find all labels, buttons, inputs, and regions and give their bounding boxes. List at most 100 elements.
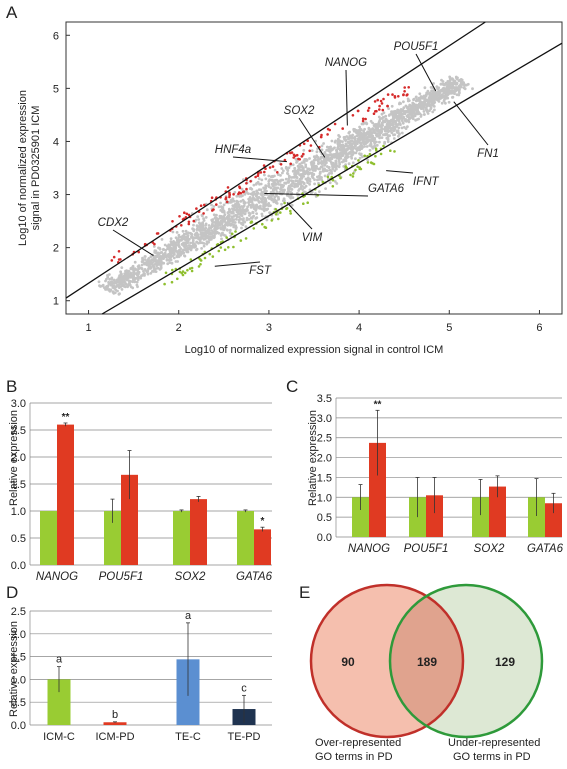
data-point	[392, 137, 396, 140]
bar	[121, 474, 138, 565]
data-point	[256, 174, 260, 177]
data-point	[307, 167, 311, 171]
data-point	[326, 133, 329, 136]
data-point	[218, 221, 222, 225]
data-point	[471, 87, 474, 91]
data-point	[210, 196, 214, 199]
data-point	[183, 211, 186, 214]
data-point	[301, 180, 305, 184]
data-point	[219, 246, 223, 249]
data-point	[446, 96, 450, 100]
data-point	[268, 178, 271, 182]
data-point	[230, 216, 234, 220]
data-point	[110, 259, 114, 262]
data-point	[264, 177, 268, 181]
data-point	[165, 258, 169, 262]
data-point	[260, 198, 264, 202]
data-point	[229, 201, 232, 204]
data-point	[234, 202, 237, 206]
scatter-y-axis-label-line1: Log10 of normalized expression	[17, 90, 29, 246]
panel-label-c: C	[286, 377, 298, 396]
data-point	[189, 258, 193, 261]
data-point	[373, 141, 377, 145]
data-point	[346, 144, 349, 148]
y-tick-label: 2.5	[11, 425, 26, 437]
data-point	[416, 108, 420, 112]
data-point	[159, 255, 162, 258]
data-point	[358, 132, 361, 135]
y-tick-label: 3.0	[317, 413, 332, 425]
data-point	[195, 224, 199, 228]
venn-label-under-line1: Under-represented	[448, 737, 540, 749]
panel-c-bars: NANOG POU5F1 SOX2 GATA6 **	[348, 399, 564, 555]
data-point	[268, 166, 272, 169]
data-point	[357, 147, 361, 150]
data-point	[299, 173, 303, 176]
data-point	[109, 281, 112, 285]
data-point	[188, 267, 192, 270]
data-point	[120, 288, 124, 291]
data-point	[358, 156, 362, 160]
data-point	[294, 169, 298, 173]
data-point	[402, 106, 406, 110]
data-point	[319, 155, 323, 159]
data-point	[164, 248, 168, 252]
data-point	[241, 198, 245, 202]
data-point	[302, 167, 305, 170]
data-point	[348, 134, 352, 138]
data-point	[415, 111, 419, 114]
data-point	[407, 120, 411, 124]
data-point	[202, 212, 205, 215]
data-point	[320, 133, 323, 137]
x-tick-label: 6	[536, 322, 542, 334]
data-point	[208, 233, 211, 236]
data-point	[433, 90, 437, 94]
data-point	[166, 262, 170, 266]
gene-annotation-label: IFNT	[413, 176, 440, 188]
data-point	[135, 280, 139, 284]
bar	[57, 424, 74, 565]
data-point	[222, 216, 226, 220]
x-tick-label: 4	[356, 322, 362, 334]
data-point	[168, 252, 171, 256]
data-point	[427, 96, 431, 100]
y-tick-label: 2.0	[11, 452, 26, 464]
data-point	[237, 191, 241, 194]
data-point	[176, 238, 180, 241]
data-point	[158, 246, 162, 250]
data-point	[418, 112, 422, 115]
category-label: NANOG	[36, 571, 78, 583]
data-point	[213, 226, 217, 230]
data-point	[210, 218, 214, 222]
data-point	[345, 152, 348, 155]
data-point	[407, 86, 411, 89]
data-point	[123, 285, 127, 289]
data-point	[457, 79, 461, 83]
data-point	[269, 195, 273, 199]
data-point	[327, 147, 331, 151]
data-point	[217, 223, 220, 227]
data-point	[323, 163, 327, 167]
data-point	[284, 177, 288, 181]
data-point	[351, 161, 355, 165]
data-point	[447, 83, 450, 87]
x-tick-label: 2	[176, 322, 182, 334]
data-point	[289, 179, 293, 183]
y-tick-label: 0.0	[11, 720, 26, 732]
data-point	[207, 240, 211, 244]
data-point	[127, 281, 131, 285]
annotation-leader	[232, 156, 287, 163]
data-point	[404, 110, 407, 114]
data-point	[243, 208, 247, 212]
data-point	[378, 140, 381, 144]
data-point	[373, 130, 376, 133]
y-tick-label: 3.5	[317, 393, 332, 405]
bar	[545, 503, 562, 537]
data-point	[151, 264, 155, 268]
data-point	[346, 147, 349, 150]
data-point	[437, 89, 441, 92]
data-point	[196, 215, 200, 219]
data-point	[397, 126, 401, 130]
gene-annotation-label: CDX2	[98, 217, 129, 229]
data-point	[170, 249, 174, 253]
